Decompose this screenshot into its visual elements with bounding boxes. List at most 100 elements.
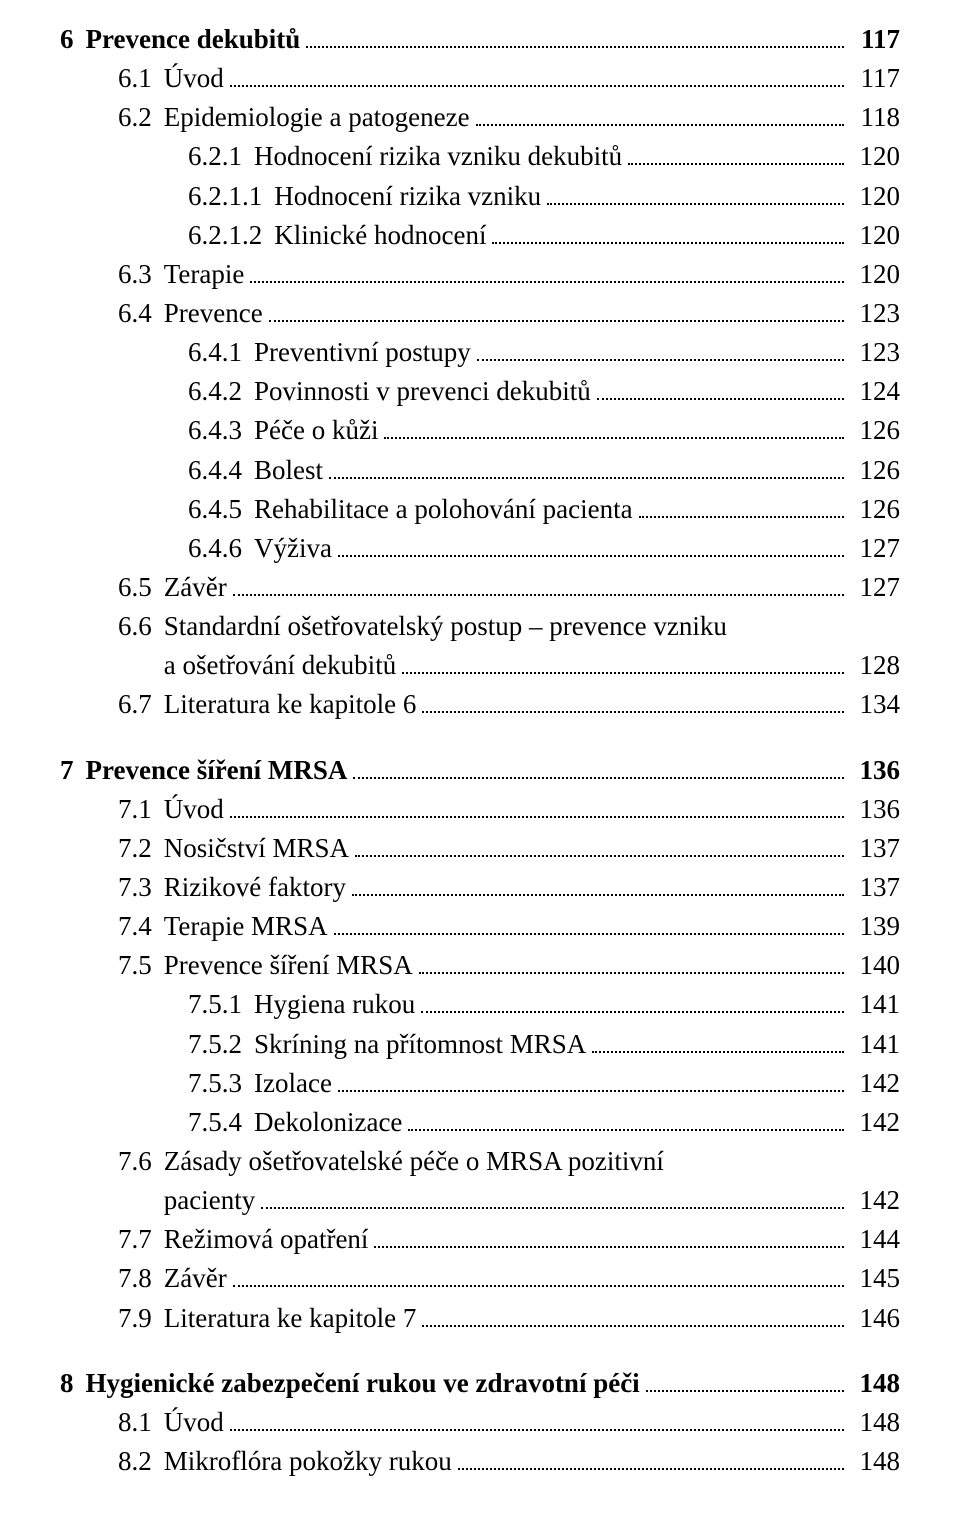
toc-entry-title: Péče o kůži	[254, 411, 378, 450]
toc-entry-title: Mikroflóra pokožky rukou	[164, 1442, 452, 1481]
toc-entry-title: Skríning na přítomnost MRSA	[254, 1025, 586, 1064]
toc-entry: 6.7Literatura ke kapitole 6134	[60, 685, 900, 724]
toc-entry-number: 6.3	[118, 255, 164, 294]
toc-entry-page: 142	[850, 1181, 900, 1220]
toc-entry-title: Nosičství MRSA	[164, 829, 349, 868]
toc-entry-title: Izolace	[254, 1064, 332, 1103]
toc-entry-title: Preventivní postupy	[254, 333, 471, 372]
table-of-contents: 6Prevence dekubitů1176.1Úvod1176.2Epidem…	[60, 20, 900, 1481]
toc-entry-number: 7.5.4	[188, 1103, 254, 1142]
toc-entry: 6.4.1Preventivní postupy123	[60, 333, 900, 372]
toc-entry-page: 120	[850, 137, 900, 176]
toc-entry-page: 126	[850, 451, 900, 490]
toc-entry: 8Hygienické zabezpečení rukou ve zdravot…	[60, 1364, 900, 1403]
toc-entry-number: 7.8	[118, 1259, 164, 1298]
toc-entry-title: Výživa	[254, 529, 332, 568]
toc-entry-title: Závěr	[164, 1259, 227, 1298]
toc-entry: 6.4Prevence123	[60, 294, 900, 333]
toc-entry-number: 7.4	[118, 907, 164, 946]
toc-dot-leader	[492, 217, 844, 243]
toc-entry-page: 126	[850, 490, 900, 529]
toc-dot-leader	[230, 791, 844, 817]
toc-entry-title: Úvod	[164, 1403, 224, 1442]
toc-dot-leader	[402, 648, 844, 674]
toc-dot-leader	[477, 335, 844, 361]
toc-entry-page: 141	[850, 985, 900, 1024]
toc-entry-page: 117	[850, 20, 900, 59]
toc-dot-leader	[639, 491, 844, 517]
toc-entry-number: 6.4.4	[188, 451, 254, 490]
toc-entry-title: Standardní ošetřovatelský postup – preve…	[164, 607, 727, 646]
toc-entry: 6.4.2Povinnosti v prevenci dekubitů124	[60, 372, 900, 411]
toc-entry: 6.2Epidemiologie a patogeneze118	[60, 98, 900, 137]
toc-entry-number: 7.6	[118, 1142, 164, 1181]
toc-entry-number: 6.5	[118, 568, 164, 607]
toc-entry-page: 137	[850, 829, 900, 868]
toc-entry: 6.4.5Rehabilitace a polohování pacienta1…	[60, 490, 900, 529]
toc-entry: 6Prevence dekubitů117	[60, 20, 900, 59]
toc-entry-title: Úvod	[164, 790, 224, 829]
toc-dot-leader	[329, 452, 844, 478]
toc-entry-page: 140	[850, 946, 900, 985]
toc-entry: 6.2.1Hodnocení rizika vzniku dekubitů120	[60, 137, 900, 176]
toc-dot-leader	[233, 570, 844, 596]
toc-entry-page: 120	[850, 255, 900, 294]
toc-dot-leader	[353, 752, 844, 778]
toc-dot-leader	[646, 1365, 844, 1391]
toc-entry-number: 7	[60, 751, 86, 790]
toc-entry-number: 7.9	[118, 1299, 164, 1338]
toc-entry-title: Rizikové faktory	[164, 868, 346, 907]
toc-dot-leader	[338, 531, 844, 557]
toc-entry-page: 123	[850, 294, 900, 333]
toc-entry-number: 6.6	[118, 607, 164, 646]
toc-dot-leader	[355, 831, 844, 857]
toc-dot-leader	[230, 1404, 844, 1430]
toc-entry-number: 6.7	[118, 685, 164, 724]
toc-entry-page: 120	[850, 177, 900, 216]
toc-entry-title: Bolest	[254, 451, 323, 490]
toc-page: 6Prevence dekubitů1176.1Úvod1176.2Epidem…	[0, 0, 960, 1521]
toc-entry-title-cont: pacienty	[164, 1181, 255, 1220]
toc-dot-leader	[250, 257, 844, 283]
toc-entry-page: 148	[850, 1364, 900, 1403]
toc-entry-title: Povinnosti v prevenci dekubitů	[254, 372, 591, 411]
toc-entry-title: Závěr	[164, 568, 227, 607]
toc-entry: 7.5Prevence šíření MRSA140	[60, 946, 900, 985]
toc-entry-number: 6.2.1.2	[188, 216, 274, 255]
toc-entry: 7.5.1Hygiena rukou141	[60, 985, 900, 1024]
toc-entry: 6.3Terapie120	[60, 255, 900, 294]
toc-entry-title-cont: a ošetřování dekubitů	[164, 646, 396, 685]
toc-entry-title: Literatura ke kapitole 6	[164, 685, 417, 724]
toc-entry: 7.4Terapie MRSA139	[60, 907, 900, 946]
toc-entry-page: 137	[850, 868, 900, 907]
toc-entry-title: Režimová opatření	[164, 1220, 369, 1259]
toc-entry-page: 141	[850, 1025, 900, 1064]
toc-entry: 7.6Zásady ošetřovatelské péče o MRSA poz…	[60, 1142, 900, 1181]
toc-entry-page: 127	[850, 568, 900, 607]
toc-entry-number: 6.2.1.1	[188, 177, 274, 216]
toc-entry-title: Hygienické zabezpečení rukou ve zdravotn…	[86, 1364, 640, 1403]
toc-entry: 7.5.3Izolace142	[60, 1064, 900, 1103]
toc-entry-page: 136	[850, 790, 900, 829]
toc-entry-number: 6.4.3	[188, 411, 254, 450]
toc-dot-leader	[597, 374, 844, 400]
toc-dot-leader	[338, 1065, 844, 1091]
toc-entry: 6.5Závěr 127	[60, 568, 900, 607]
toc-entry-page: 128	[850, 646, 900, 685]
toc-entry-page: 124	[850, 372, 900, 411]
toc-entry-number: 7.1	[118, 790, 164, 829]
toc-dot-leader	[261, 1183, 844, 1209]
toc-entry: 7.9Literatura ke kapitole 7146	[60, 1299, 900, 1338]
toc-entry-title: Rehabilitace a polohování pacienta	[254, 490, 633, 529]
toc-entry: 6.6Standardní ošetřovatelský postup – pr…	[60, 607, 900, 646]
toc-entry: 6.4.4Bolest 126	[60, 451, 900, 490]
toc-entry: 6.4.6Výživa127	[60, 529, 900, 568]
toc-dot-leader	[628, 139, 844, 165]
toc-entry-title: Hodnocení rizika vzniku dekubitů	[254, 137, 622, 176]
toc-entry-number: 7.5.1	[188, 985, 254, 1024]
toc-entry-page: 144	[850, 1220, 900, 1259]
toc-dot-leader	[384, 413, 844, 439]
toc-entry-number: 8	[60, 1364, 86, 1403]
toc-dot-leader	[233, 1261, 844, 1287]
toc-entry-continuation: 6.6a ošetřování dekubitů128	[60, 646, 900, 685]
